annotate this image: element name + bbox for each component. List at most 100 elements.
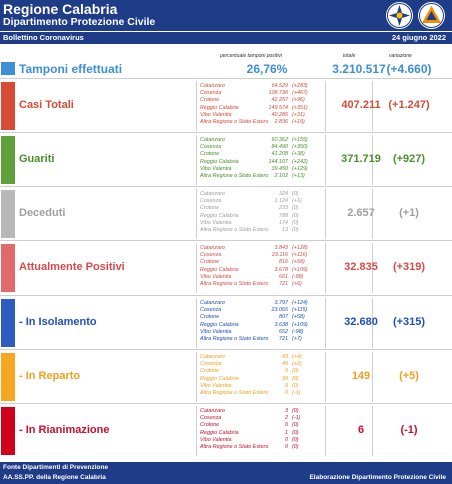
province-value: 60.362: [271, 137, 289, 143]
province-delta: (-1): [292, 415, 301, 422]
list-item: Cosenza 2 (-1): [200, 415, 322, 422]
in-reparto-total: 149: [351, 370, 371, 382]
province-name: Catanzaro: [200, 191, 225, 197]
section-divider: [0, 186, 452, 187]
list-item: Crotone 233 (0): [200, 205, 322, 212]
list-item: Crotone 41.208 (+38): [200, 151, 322, 158]
source-line-2: AA.SS.PP. della Regione Calabria: [3, 474, 106, 481]
province-value: 2: [285, 415, 288, 422]
province-name: Catanzaro: [200, 245, 225, 251]
list-item: Crotone 0 (0): [200, 422, 322, 429]
column-divider: [372, 298, 373, 348]
province-delta: (+13): [292, 172, 305, 179]
province-value: 0: [285, 436, 288, 443]
casi-totali-color-bar: [1, 82, 15, 130]
list-item: Altra Regione o Stato Estero 721 (+6): [200, 281, 322, 288]
province-name: Cosenza: [200, 198, 222, 205]
province-name: Crotone: [200, 422, 220, 429]
section-divider: [0, 240, 452, 241]
province-delta: (+109): [292, 321, 308, 328]
section-divider: [0, 295, 452, 296]
province-value: 108.730: [268, 90, 289, 97]
column-divider: [372, 352, 373, 402]
section-divider: [0, 132, 452, 133]
province-value: 39: [282, 375, 288, 382]
list-item: Vibo Valentia 40.285 (+31): [200, 112, 322, 119]
list-item: Cosenza 84.490 (+350): [200, 144, 322, 151]
credit-line: Elaborazione Dipartimento Protezione Civ…: [309, 474, 446, 481]
deceduti-total: 2.657: [347, 207, 375, 219]
section-divider: [0, 403, 452, 404]
province-value: 2.102: [274, 172, 289, 179]
column-divider: [372, 189, 373, 239]
list-item: Cosenza 1.124 (+1): [200, 198, 322, 205]
province-name: Vibo Valentia: [200, 111, 232, 118]
list-item: Cosenza 23.116 (+116): [200, 252, 322, 259]
column-divider: [325, 298, 326, 348]
province-delta: (+58): [292, 259, 305, 266]
province-delta: (+155): [292, 137, 308, 143]
protezione-civile-logo: [418, 2, 445, 29]
province-delta: (+96): [292, 97, 305, 104]
province-value: 40.285: [271, 111, 289, 118]
province-value: 41.208: [271, 151, 289, 158]
section-divider: [0, 78, 452, 79]
header-bar: Regione Calabria Dipartimento Protezione…: [0, 0, 452, 31]
list-item: Reggio Calabria 788 (0): [200, 213, 322, 220]
list-item: Cosenza 108.730 (+467): [200, 90, 322, 97]
province-name: Altra Regione o Stato Estero: [200, 172, 269, 179]
province-name: Altra Regione o Stato Estero: [200, 335, 269, 342]
column-divider: [325, 406, 326, 456]
list-item: Cosenza 49 (+2): [200, 361, 322, 368]
list-item: Altra Regione o Stato Estero 721 (+7): [200, 336, 322, 343]
in-isolamento-label: - In Isolamento: [19, 316, 97, 328]
province-delta: (0): [292, 382, 299, 389]
province-name: Catanzaro: [200, 137, 225, 143]
footer-bar: Fonte Dipartimenti di Prevenzione AA.SS.…: [0, 462, 452, 484]
province-delta: (+31): [292, 111, 305, 118]
province-name: Crotone: [200, 259, 220, 266]
province-delta: (+1): [292, 198, 302, 205]
in-rianimazione-total: 6: [357, 424, 365, 436]
in-isolamento-total: 32.680: [344, 316, 378, 328]
province-value: 0: [285, 422, 288, 429]
deceduti-label: Deceduti: [19, 207, 66, 219]
in-reparto-label: - In Reparto: [19, 370, 81, 382]
province-name: Vibo Valentia: [200, 273, 232, 280]
list-item: Vibo Valentia 661 (-98): [200, 274, 322, 281]
list-item: Vibo Valentia 652 (-98): [200, 329, 322, 336]
province-delta: (0): [292, 408, 299, 414]
province-delta: (+2): [292, 361, 302, 368]
column-divider: [372, 243, 373, 293]
attualmente-positivi-delta: (+319): [392, 261, 426, 273]
province-name: Cosenza: [200, 415, 222, 422]
province-name: Altra Regione o Stato Estero: [200, 118, 269, 125]
province-delta: (+242): [292, 158, 308, 165]
province-value: 3.678: [274, 266, 289, 273]
region-title: Regione Calabria: [3, 1, 118, 17]
province-value: 233: [279, 205, 288, 212]
column-divider: [196, 189, 197, 239]
province-delta: (+38): [292, 151, 305, 158]
source-line-1: Fonte Dipartimenti di Prevenzione: [3, 464, 109, 471]
province-value: 0: [285, 443, 288, 450]
department-subtitle: Dipartimento Protezione Civile: [3, 16, 156, 28]
province-name: Crotone: [200, 151, 220, 158]
province-delta: (0): [292, 422, 299, 429]
province-name: Reggio Calabria: [200, 429, 239, 436]
variation-column-header: variazione: [389, 53, 412, 59]
province-value: 43: [282, 354, 288, 360]
list-item: Vibo Valentia 9 (0): [200, 383, 322, 390]
province-value: 652: [279, 328, 288, 335]
province-delta: (-98): [292, 328, 304, 335]
province-value: 3.797: [274, 300, 289, 306]
province-delta: (+283): [292, 83, 308, 89]
province-value: 149.574: [268, 104, 289, 111]
column-divider: [196, 298, 197, 348]
province-delta: (0): [292, 375, 299, 382]
province-delta: (+115): [292, 307, 308, 314]
in-reparto-color-bar: [1, 353, 15, 401]
province-delta: (0): [292, 191, 299, 197]
percent-column-header: percentuale tamponi positivi: [220, 53, 282, 59]
province-name: Catanzaro: [200, 300, 225, 306]
